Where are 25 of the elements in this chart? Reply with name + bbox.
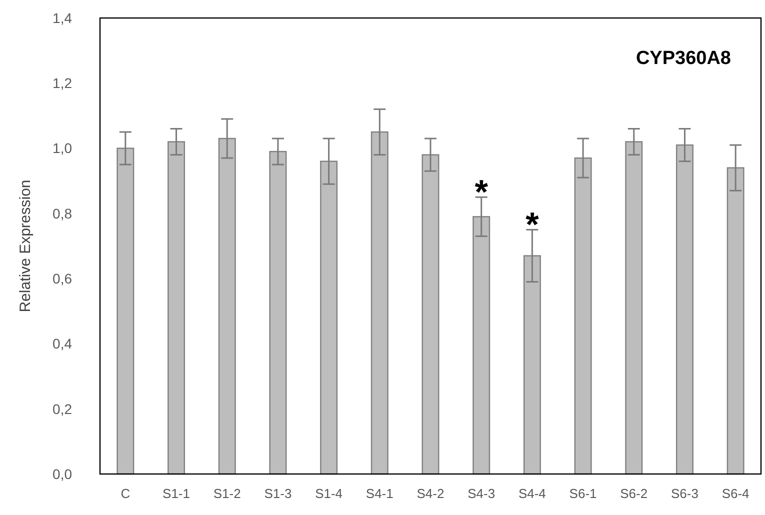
x-tick-label: S4-1 — [366, 486, 394, 501]
x-tick-label: S1-3 — [264, 486, 292, 501]
x-tick-label: S6-1 — [569, 486, 597, 501]
x-tick-label: S1-2 — [213, 486, 241, 501]
text: CYP360A8 — [636, 48, 731, 69]
y-tick-label: 1,0 — [52, 140, 72, 156]
annotation: * — [526, 206, 540, 244]
x-tick-label: S4-4 — [518, 486, 546, 501]
y-tick-label: 0,8 — [52, 205, 72, 222]
y-tick-label: 0,2 — [52, 400, 72, 417]
y-axis-title: Relative Expression — [17, 180, 34, 312]
x-tick-label: S6-2 — [620, 486, 648, 501]
annotation: * — [474, 174, 489, 212]
x-tick-label: S6-3 — [670, 486, 698, 501]
y-tick-label: 0,4 — [52, 336, 72, 352]
x-tick-label: S4-3 — [468, 486, 496, 501]
y-tick-label: 0,6 — [52, 270, 72, 286]
y-tick-label: 0,0 — [52, 466, 72, 482]
x-tick-label: S1-1 — [162, 486, 190, 501]
x-tick-label: S1-4 — [315, 486, 343, 501]
y-tick-label: 1,2 — [52, 75, 72, 92]
x-tick-label: S6-4 — [722, 486, 750, 501]
x-tick-label: C — [120, 486, 130, 501]
y-tick-label: 1,4 — [52, 10, 72, 26]
x-tick-label: S4-2 — [416, 486, 444, 501]
